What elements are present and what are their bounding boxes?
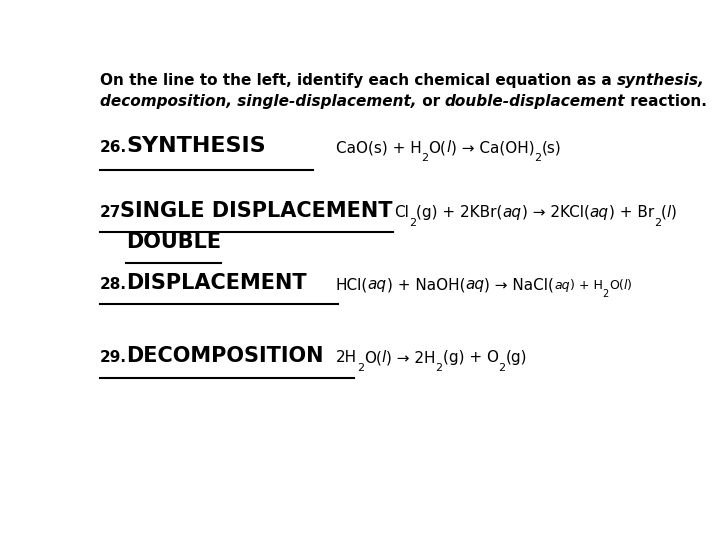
Text: or: or <box>417 94 445 110</box>
Text: 2: 2 <box>409 218 416 228</box>
Text: ) + H: ) + H <box>570 279 603 292</box>
Text: DOUBLE: DOUBLE <box>126 232 221 252</box>
Text: l: l <box>667 205 671 220</box>
Text: DECOMPOSITION: DECOMPOSITION <box>126 346 324 366</box>
Text: double-displacement: double-displacement <box>445 94 626 110</box>
Text: aq: aq <box>503 205 522 220</box>
Text: reaction.: reaction. <box>626 94 707 110</box>
Text: 2: 2 <box>436 363 443 373</box>
Text: CaO(s) + H: CaO(s) + H <box>336 140 421 155</box>
Text: 2: 2 <box>421 153 428 163</box>
Text: SYNTHESIS: SYNTHESIS <box>126 136 266 156</box>
Text: aq: aq <box>554 279 570 292</box>
Text: l: l <box>446 140 451 155</box>
Text: SINGLE DISPLACEMENT: SINGLE DISPLACEMENT <box>120 200 392 220</box>
Text: On the line to the left, identify each chemical equation as a: On the line to the left, identify each c… <box>100 73 617 88</box>
Text: (g): (g) <box>505 350 527 365</box>
Text: DISPLACEMENT: DISPLACEMENT <box>126 273 307 293</box>
Text: ) → Ca(OH): ) → Ca(OH) <box>451 140 534 155</box>
Text: l: l <box>624 279 627 292</box>
Text: ): ) <box>627 279 632 292</box>
Text: 2: 2 <box>534 153 541 163</box>
Text: ) + Br: ) + Br <box>608 205 654 220</box>
Text: 2: 2 <box>603 289 609 299</box>
Text: 2: 2 <box>356 363 364 373</box>
Text: aq: aq <box>590 205 608 220</box>
Text: O(: O( <box>364 350 382 365</box>
Text: (s): (s) <box>541 140 561 155</box>
Text: 2H: 2H <box>336 350 356 365</box>
Text: 28.: 28. <box>100 278 127 292</box>
Text: (g) + 2KBr(: (g) + 2KBr( <box>416 205 503 220</box>
Text: ): ) <box>671 205 677 220</box>
Text: (: ( <box>661 205 667 220</box>
Text: (g) + O: (g) + O <box>443 350 498 365</box>
Text: aq: aq <box>465 278 485 292</box>
Text: 27: 27 <box>100 205 122 220</box>
Text: HCl(: HCl( <box>336 278 368 292</box>
Text: decomposition, single-displacement,: decomposition, single-displacement, <box>100 94 417 110</box>
Text: 29.: 29. <box>100 350 127 365</box>
Text: Cl: Cl <box>395 205 409 220</box>
Text: ) + NaOH(: ) + NaOH( <box>387 278 465 292</box>
Text: O(: O( <box>609 279 624 292</box>
Text: ) → 2KCl(: ) → 2KCl( <box>522 205 590 220</box>
Text: 2: 2 <box>654 218 661 228</box>
Text: ) → 2H: ) → 2H <box>386 350 436 365</box>
Text: l: l <box>382 350 386 365</box>
Text: ) → NaCl(: ) → NaCl( <box>485 278 554 292</box>
Text: aq: aq <box>368 278 387 292</box>
Text: synthesis,: synthesis, <box>617 73 705 88</box>
Text: 26.: 26. <box>100 140 127 155</box>
Text: 2: 2 <box>498 363 505 373</box>
Text: O(: O( <box>428 140 446 155</box>
